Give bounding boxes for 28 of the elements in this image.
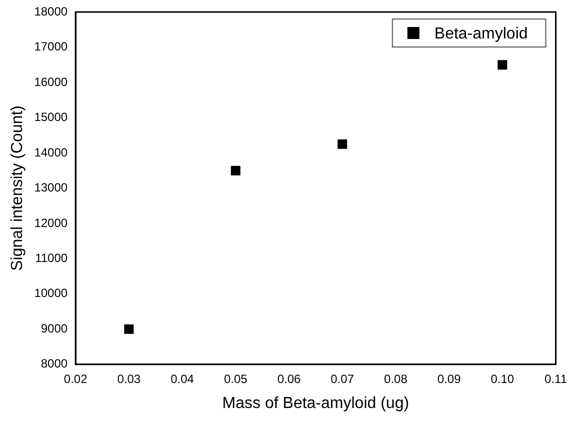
point xyxy=(338,139,348,149)
x-tick-label: 0.06 xyxy=(277,372,301,386)
y-tick-label: 13000 xyxy=(34,180,68,195)
y-tick-label: 17000 xyxy=(34,40,68,54)
x-tick-label: 0.11 xyxy=(544,372,568,386)
x-tick-label: 0.05 xyxy=(224,372,248,386)
y-tick-label: 11000 xyxy=(35,250,68,265)
y-tick-label: 16000 xyxy=(34,74,68,89)
legend-label: Beta-amyloid xyxy=(434,25,528,42)
point xyxy=(498,60,508,70)
x-tick-label: 0.04 xyxy=(170,372,194,386)
x-axis-title: Mass of Beta-amyloid (ug) xyxy=(222,394,410,412)
y-axis-title: Signal intensity (Count) xyxy=(9,105,26,271)
y-tick-label: 12000 xyxy=(34,216,68,230)
x-tick-label: 0.02 xyxy=(64,372,88,386)
x-tick-label: 0.03 xyxy=(117,372,141,386)
x-tick-label: 0.08 xyxy=(384,372,408,386)
point xyxy=(124,324,134,334)
y-tick-label: 8000 xyxy=(40,356,68,371)
x-tick-label: 0.09 xyxy=(437,372,462,386)
x-tick-label: 0.07 xyxy=(330,372,354,386)
x-tick-label: 0.10 xyxy=(490,372,514,386)
y-tick-label: 14000 xyxy=(34,145,68,160)
y-tick-label: 10000 xyxy=(34,286,68,300)
point xyxy=(230,166,240,176)
y-tick-label: 9000 xyxy=(40,321,68,336)
y-tick-label: 18000 xyxy=(34,4,68,18)
y-tick-label: 15000 xyxy=(34,110,68,124)
